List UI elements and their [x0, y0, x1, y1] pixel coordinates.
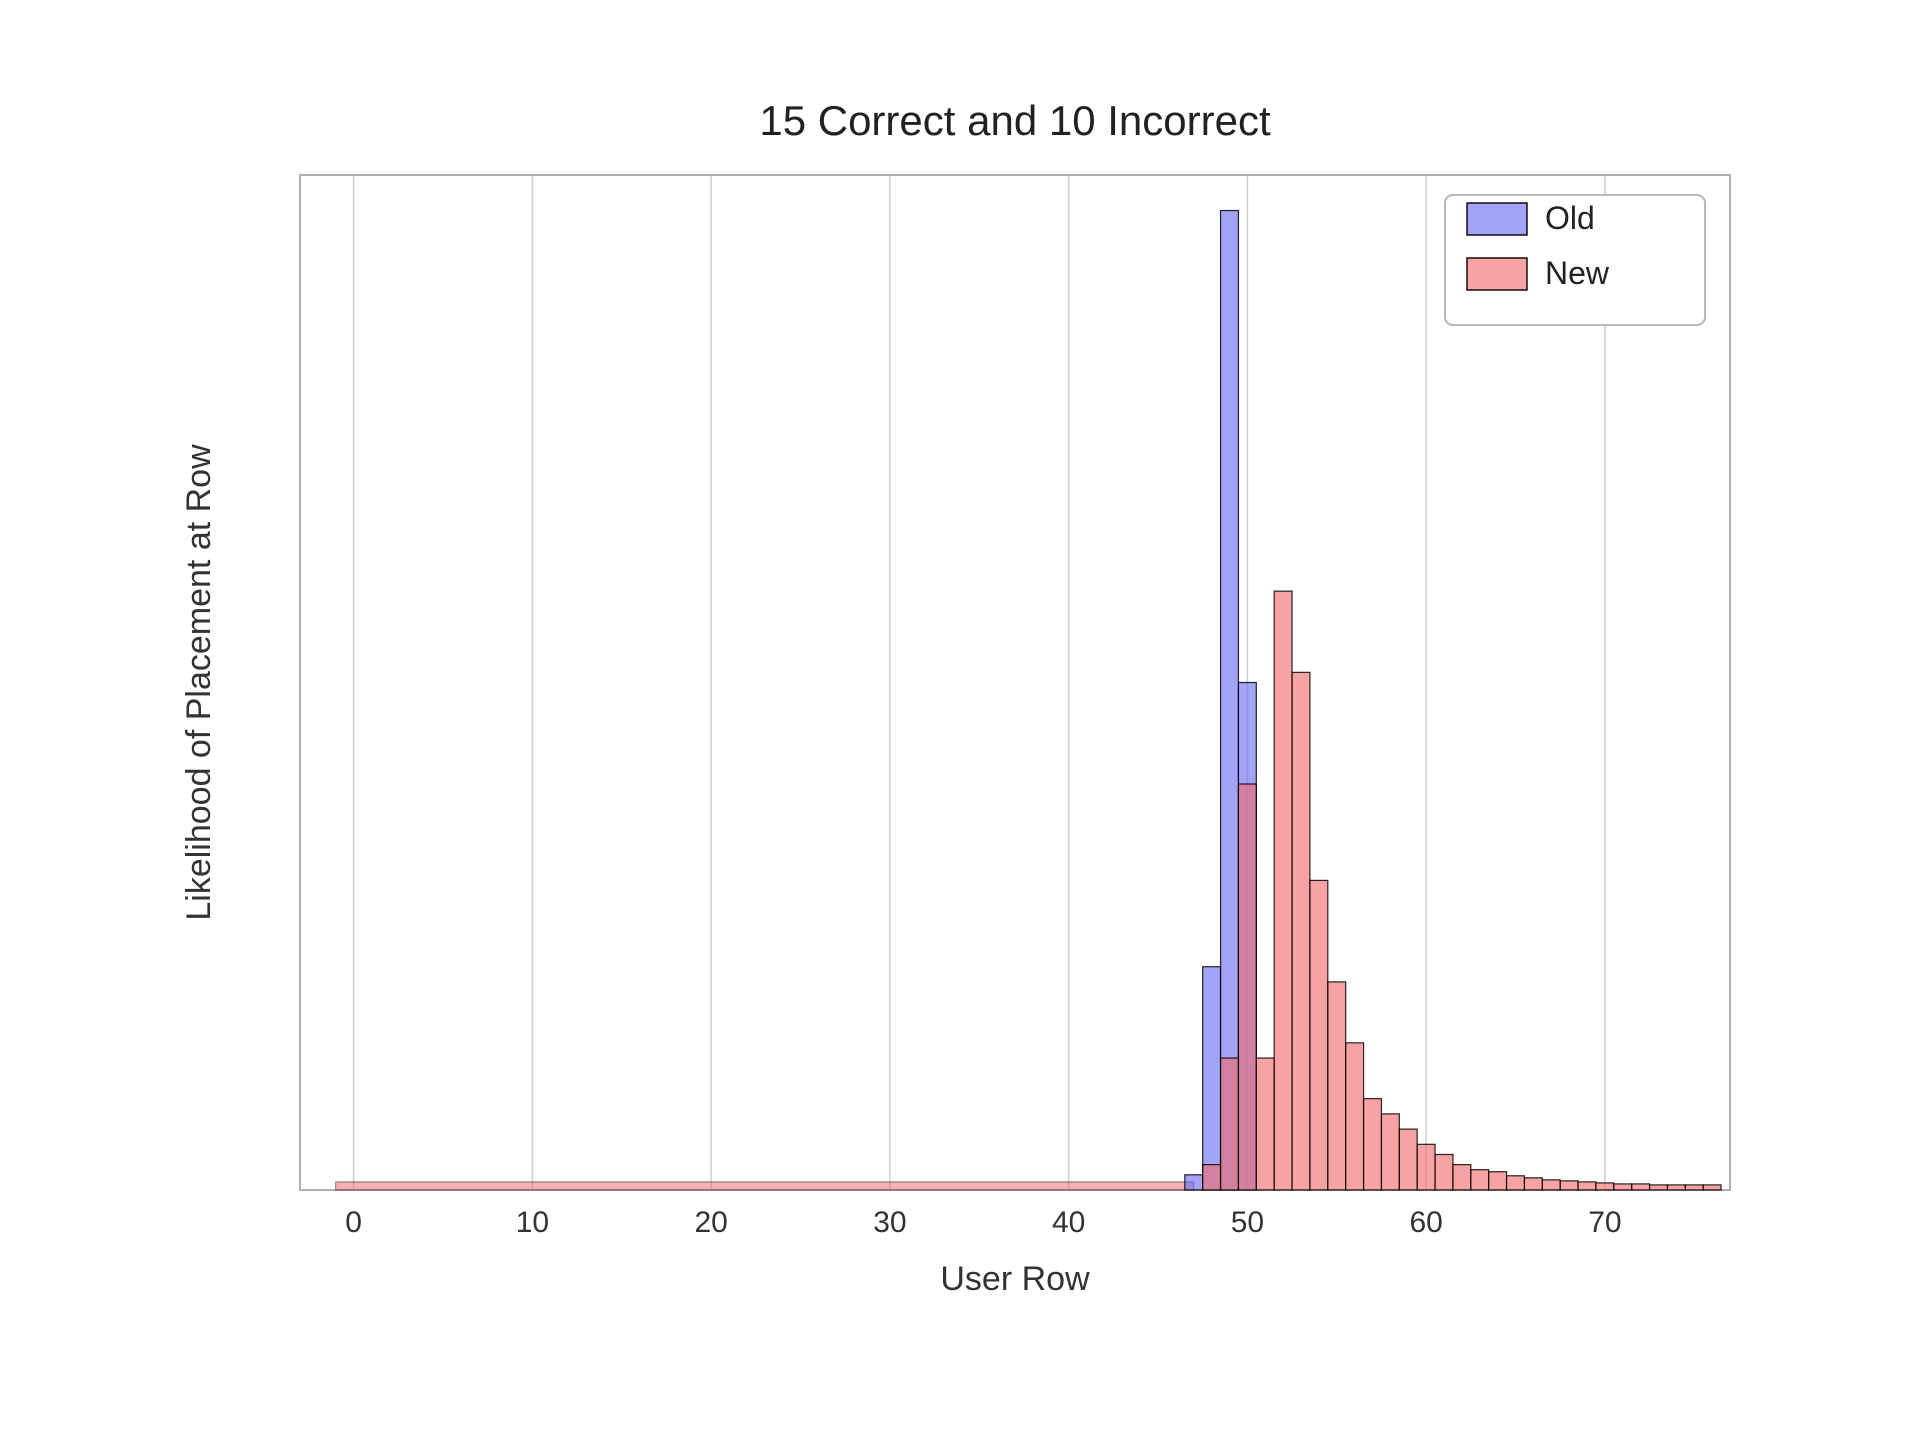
x-tick-label: 50	[1231, 1206, 1264, 1239]
x-tick-label: 0	[345, 1206, 362, 1239]
x-axis-label: User Row	[940, 1260, 1090, 1298]
y-axis-label: Likelihood of Placement at Row	[180, 444, 218, 921]
x-tick-label: 30	[873, 1206, 906, 1239]
legend-label: New	[1545, 255, 1610, 291]
legend-swatch	[1467, 203, 1527, 235]
legend-label: Old	[1545, 200, 1595, 236]
x-tick-label: 40	[1052, 1206, 1085, 1239]
chart-title: 15 Correct and 10 Incorrect	[759, 97, 1271, 144]
legend-swatch	[1467, 258, 1527, 290]
x-tick-label: 20	[694, 1206, 727, 1239]
x-tick-label: 70	[1588, 1206, 1621, 1239]
chart-svg: 0 10 20 30 40 50 60 70 15 Correct and 10 Incorre…	[0, 0, 1920, 1440]
x-tick-label: 10	[516, 1206, 549, 1239]
histogram-chart: 0 10 20 30 40 50 60 70 15 Correct and 10 Incorre…	[0, 0, 1920, 1440]
x-tick-label: 60	[1409, 1206, 1442, 1239]
